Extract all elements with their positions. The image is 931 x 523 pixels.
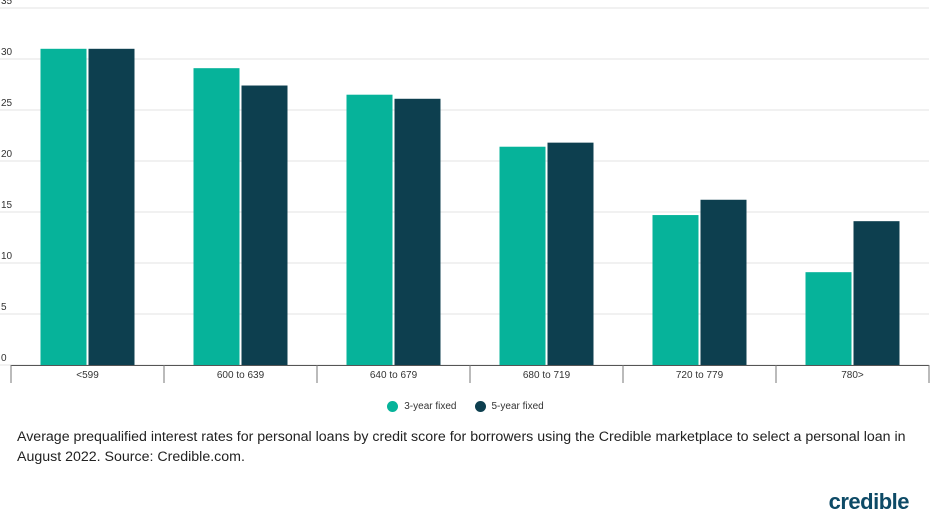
- legend: 3-year fixed 5-year fixed: [0, 401, 931, 412]
- bar-3-year: [652, 215, 699, 365]
- bar-3-year: [193, 68, 240, 366]
- y-tick-label: 35: [1, 0, 13, 7]
- bar-5-year: [88, 48, 135, 366]
- bar-5-year: [700, 199, 747, 365]
- bar-5-year: [547, 142, 594, 365]
- legend-label-5-year: 5-year fixed: [491, 401, 544, 412]
- y-tick-label: 30: [1, 47, 13, 58]
- legend-item-3-year: 3-year fixed: [387, 401, 457, 412]
- credible-logo: credible: [828, 489, 910, 514]
- bar-chart: 0 5 10 15 20 25 30 35 <599 600 to 639 640 to 679 6…: [0, 0, 930, 383]
- bar-5-year: [853, 221, 900, 365]
- x-tick-label: 640 to 679: [370, 370, 418, 381]
- y-tick-label: 25: [1, 98, 13, 109]
- x-axis: <599 600 to 639 640 to 679 680 to 719 720 to…: [10, 365, 930, 383]
- y-tick-label: 5: [1, 302, 7, 313]
- bars: [40, 48, 900, 366]
- y-tick-label: 10: [1, 251, 13, 262]
- x-tick-label: 600 to 639: [217, 370, 265, 381]
- x-tick-label: 680 to 719: [523, 370, 571, 381]
- bar-3-year: [805, 272, 852, 365]
- y-tick-label: 0: [1, 353, 7, 364]
- gridlines: 0 5 10 15 20 25 30 35: [0, 0, 929, 366]
- bar-3-year: [40, 48, 87, 366]
- legend-item-5-year: 5-year fixed: [474, 401, 544, 412]
- bar-3-year: [499, 146, 546, 365]
- bar-5-year: [394, 98, 441, 365]
- x-tick-label: <599: [76, 370, 99, 381]
- bar-5-year: [241, 85, 288, 366]
- y-tick-label: 20: [1, 149, 13, 160]
- y-tick-label: 15: [1, 200, 13, 211]
- x-tick-label: 780>: [841, 370, 864, 381]
- legend-label-3-year: 3-year fixed: [404, 401, 457, 412]
- legend-swatch-3-year: [387, 401, 399, 412]
- bar-3-year: [346, 94, 393, 365]
- chart-caption: Average prequalified interest rates for …: [17, 429, 906, 465]
- x-tick-label: 720 to 779: [676, 370, 724, 381]
- legend-swatch-5-year: [474, 401, 486, 412]
